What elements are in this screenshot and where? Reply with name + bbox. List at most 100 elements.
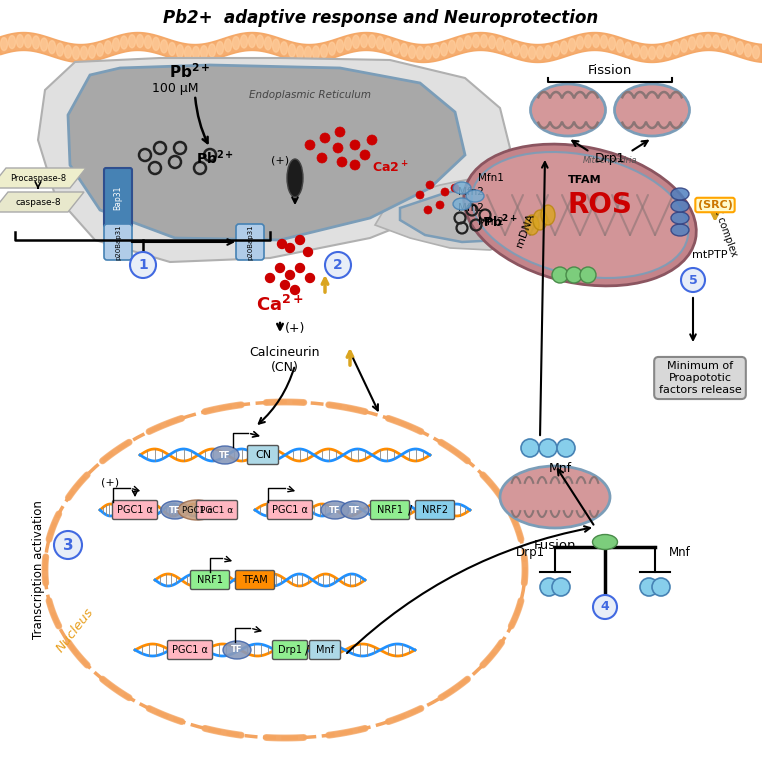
- Ellipse shape: [641, 46, 648, 59]
- Text: $\mathbf{Pb^{2+}}$: $\mathbf{Pb^{2+}}$: [483, 214, 517, 230]
- Circle shape: [305, 140, 315, 150]
- Ellipse shape: [545, 45, 552, 59]
- Circle shape: [333, 143, 343, 153]
- Text: p20Bap31: p20Bap31: [247, 224, 253, 259]
- Polygon shape: [68, 65, 465, 240]
- Ellipse shape: [671, 200, 689, 212]
- Ellipse shape: [401, 44, 408, 56]
- Ellipse shape: [296, 46, 303, 59]
- Ellipse shape: [465, 35, 472, 49]
- Circle shape: [350, 160, 360, 170]
- FancyBboxPatch shape: [168, 641, 213, 659]
- Circle shape: [303, 247, 312, 256]
- Circle shape: [290, 286, 299, 294]
- Ellipse shape: [289, 44, 296, 57]
- Text: NRF2: NRF2: [422, 505, 448, 515]
- Ellipse shape: [211, 446, 239, 464]
- Ellipse shape: [193, 46, 200, 59]
- Ellipse shape: [145, 35, 152, 49]
- FancyBboxPatch shape: [113, 500, 158, 520]
- Ellipse shape: [369, 35, 376, 48]
- Text: TFAM: TFAM: [568, 175, 602, 185]
- Text: $\mathbf{Ca^{2+}}$: $\mathbf{Ca^{2+}}$: [256, 295, 304, 315]
- Text: TF: TF: [219, 450, 231, 460]
- Ellipse shape: [8, 35, 15, 49]
- Ellipse shape: [33, 36, 40, 49]
- FancyBboxPatch shape: [415, 500, 454, 520]
- Ellipse shape: [453, 198, 471, 210]
- Text: caspase-8: caspase-8: [15, 197, 61, 206]
- Ellipse shape: [753, 45, 760, 59]
- Text: NRF1: NRF1: [197, 575, 223, 585]
- Ellipse shape: [433, 45, 440, 58]
- Text: Mfn2: Mfn2: [478, 217, 504, 227]
- Ellipse shape: [344, 37, 351, 50]
- Ellipse shape: [721, 36, 728, 49]
- Ellipse shape: [223, 641, 251, 659]
- Ellipse shape: [728, 38, 735, 52]
- Ellipse shape: [472, 152, 688, 278]
- Ellipse shape: [533, 210, 547, 230]
- FancyBboxPatch shape: [309, 641, 341, 659]
- Text: Mnf: Mnf: [669, 545, 691, 558]
- FancyBboxPatch shape: [248, 446, 278, 464]
- Circle shape: [265, 273, 274, 283]
- Ellipse shape: [40, 38, 47, 51]
- Ellipse shape: [264, 37, 271, 50]
- FancyBboxPatch shape: [190, 571, 229, 590]
- Ellipse shape: [671, 224, 689, 236]
- Ellipse shape: [744, 44, 751, 57]
- Ellipse shape: [504, 40, 511, 53]
- Text: Pb2+  adaptive response and Neuroprotection: Pb2+ adaptive response and Neuroprotecti…: [163, 9, 599, 27]
- Ellipse shape: [680, 39, 687, 52]
- Text: Mfn1: Mfn1: [478, 173, 504, 183]
- Circle shape: [337, 157, 347, 167]
- Text: 2: 2: [333, 258, 343, 272]
- Circle shape: [367, 135, 377, 145]
- Text: 3: 3: [62, 537, 73, 553]
- Polygon shape: [0, 192, 84, 212]
- Ellipse shape: [241, 35, 248, 48]
- Ellipse shape: [500, 466, 610, 528]
- Ellipse shape: [65, 45, 72, 59]
- Circle shape: [306, 273, 315, 283]
- Text: 1: 1: [138, 258, 148, 272]
- Text: p20Bap31: p20Bap31: [115, 224, 121, 259]
- Ellipse shape: [472, 35, 479, 48]
- Ellipse shape: [488, 35, 495, 49]
- Circle shape: [436, 201, 444, 209]
- Ellipse shape: [456, 38, 463, 51]
- Ellipse shape: [225, 38, 232, 52]
- Ellipse shape: [536, 46, 543, 59]
- Circle shape: [130, 252, 156, 278]
- Circle shape: [539, 439, 557, 457]
- Circle shape: [276, 263, 284, 273]
- Circle shape: [335, 127, 345, 137]
- Ellipse shape: [584, 35, 591, 48]
- FancyBboxPatch shape: [236, 224, 264, 260]
- Ellipse shape: [609, 37, 616, 50]
- Text: PGC1 α: PGC1 α: [117, 505, 153, 515]
- Ellipse shape: [209, 44, 216, 57]
- Polygon shape: [0, 168, 86, 188]
- Ellipse shape: [72, 46, 79, 59]
- Circle shape: [286, 270, 294, 280]
- Text: (CN): (CN): [271, 360, 299, 373]
- Ellipse shape: [136, 35, 143, 48]
- Text: 100 μM: 100 μM: [152, 82, 198, 95]
- Polygon shape: [400, 185, 528, 242]
- Text: $\mathbf{Ca2^+}$: $\mathbf{Ca2^+}$: [372, 160, 408, 176]
- Ellipse shape: [321, 501, 349, 519]
- Ellipse shape: [341, 501, 369, 519]
- Ellipse shape: [1, 38, 8, 51]
- Ellipse shape: [671, 188, 689, 200]
- Circle shape: [540, 578, 558, 596]
- Circle shape: [360, 150, 370, 160]
- Ellipse shape: [568, 38, 575, 52]
- Ellipse shape: [129, 35, 136, 48]
- Ellipse shape: [648, 46, 655, 59]
- Text: PGC1 α: PGC1 α: [181, 505, 213, 514]
- Ellipse shape: [353, 35, 360, 49]
- Text: PGC1 α: PGC1 α: [200, 505, 234, 514]
- Ellipse shape: [97, 43, 104, 56]
